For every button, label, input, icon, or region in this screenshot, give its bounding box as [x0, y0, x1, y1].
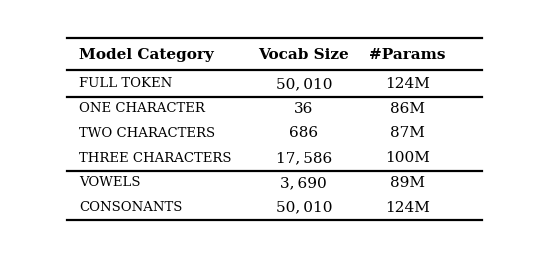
Text: 17, 586: 17, 586: [276, 151, 332, 165]
Text: 89M: 89M: [390, 176, 425, 190]
Text: 100M: 100M: [385, 151, 430, 165]
Text: ONE CHARACTER: ONE CHARACTER: [79, 102, 205, 115]
Text: Model Category: Model Category: [79, 48, 214, 62]
Text: #Params: #Params: [369, 48, 446, 62]
Text: CONSONANTS: CONSONANTS: [79, 201, 183, 214]
Text: THREE CHARACTERS: THREE CHARACTERS: [79, 152, 232, 165]
Text: 50, 010: 50, 010: [276, 77, 332, 91]
Text: FULL TOKEN: FULL TOKEN: [79, 78, 173, 91]
Text: 124M: 124M: [385, 200, 430, 215]
Text: 686: 686: [289, 126, 318, 140]
Text: 3, 690: 3, 690: [280, 176, 327, 190]
Text: 124M: 124M: [385, 77, 430, 91]
Text: TWO CHARACTERS: TWO CHARACTERS: [79, 127, 215, 140]
Text: 87M: 87M: [390, 126, 425, 140]
Text: 86M: 86M: [390, 102, 425, 116]
Text: Vocab Size: Vocab Size: [258, 48, 349, 62]
Text: 50, 010: 50, 010: [276, 200, 332, 215]
Text: 36: 36: [294, 102, 314, 116]
Text: VOWELS: VOWELS: [79, 176, 141, 189]
